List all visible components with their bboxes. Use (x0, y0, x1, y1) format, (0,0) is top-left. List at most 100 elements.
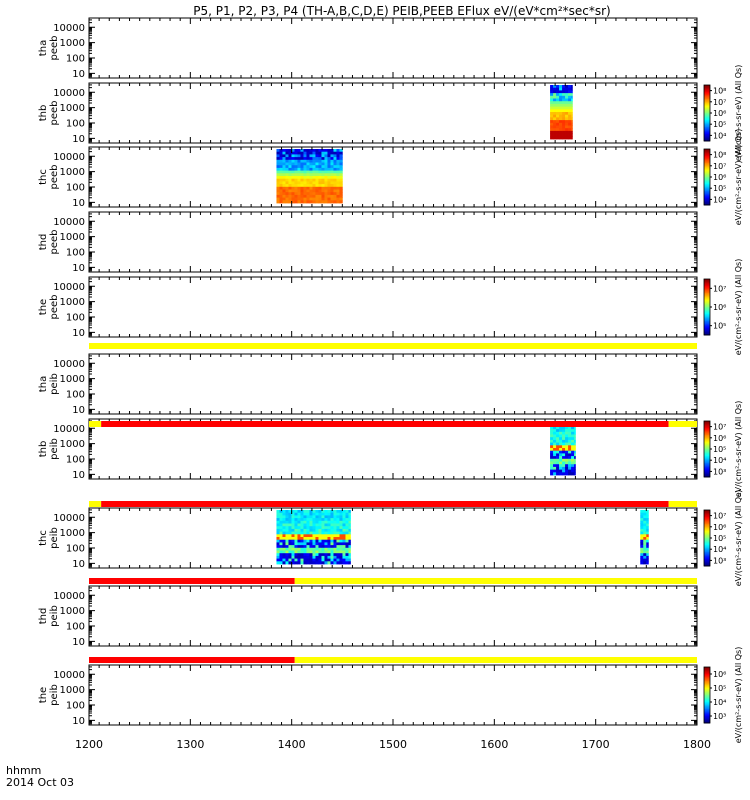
panel-4: 10 100 1000 10000 thdpeeb (38, 211, 698, 274)
status-segment (89, 421, 102, 427)
y-tick-label: 10000 (53, 670, 85, 681)
colorbar-tick-label: 10⁶ (713, 173, 726, 182)
panel-label-9: thdpeib (38, 605, 60, 627)
panel-frame-9 (88, 585, 698, 647)
y-tick-label: 10000 (53, 88, 85, 99)
colorbar-tick-label: 10⁷ (713, 423, 726, 432)
colorbar-tick-label: 10⁴ (713, 131, 726, 140)
y-tick-label: 100 (66, 54, 85, 65)
status-segment (294, 657, 697, 663)
y-tick-label: 10 (72, 470, 85, 481)
status-bar-2 (89, 421, 697, 427)
y-tick-label: 10000 (53, 152, 85, 163)
status-segment (668, 501, 697, 507)
panel-frame-10 (88, 664, 698, 726)
y-tick-label: 100 (66, 622, 85, 633)
colorbar-7: 10³ 10⁴ 10⁵ 10⁶ 10⁷ eV/(cm²-s-sr-eV) (All Qs) (703, 401, 743, 497)
colorbar-tick-label: 10⁶ (713, 670, 726, 679)
panel-label-4: thdpeeb (38, 230, 60, 255)
colorbar-tick-label: 10⁴ (713, 195, 726, 204)
colorbar-2: 10⁴ 10⁵ 10⁶ 10⁷ 10⁸ eV/(cm²-s-sr-eV) (All Qs) (703, 65, 743, 162)
y-tick-label: 10000 (53, 282, 85, 293)
panel-7: 10 100 1000 10000 thbpeib 10³ 10⁴ 10⁵ 10⁶ 10⁷ eV/(… (38, 401, 743, 498)
colorbar-tick-label: 10³ (713, 467, 726, 476)
x-label-hhmm: hhmm (6, 764, 41, 777)
panel-frame-4 (88, 211, 698, 273)
y-tick-label: 10000 (53, 217, 85, 228)
colorbar-tick-label: 10⁷ (713, 284, 726, 293)
spectrogram-block-7-1 (550, 421, 576, 476)
panel-stack: 10 100 1000 10000 thapeeb 10 100 1000 10000 thbpe… (38, 17, 743, 744)
colorbar-unit-label: eV/(cm²-s-sr-eV) (All Qs) (734, 490, 743, 587)
panel-1: 10 100 1000 10000 thapeeb (38, 17, 698, 80)
y-tick-label: 1000 (60, 38, 85, 49)
y-tick-label: 10000 (53, 359, 85, 370)
panel-label-6: thapeib (38, 373, 60, 395)
spectrogram-block-8-1 (276, 510, 351, 565)
y-tick-label: 10 (72, 405, 85, 416)
status-segment (89, 501, 102, 507)
y-tick-label: 10000 (53, 23, 85, 34)
y-tick-label: 10000 (53, 424, 85, 435)
y-tick-label: 100 (66, 544, 85, 555)
colorbar-tick-label: 10⁵ (713, 322, 726, 331)
colorbar-tick-label: 10⁶ (713, 434, 726, 443)
panel-label-1: thapeeb (38, 36, 60, 61)
colorbar-tick-label: 10⁵ (713, 445, 726, 454)
panel-label-5: thepeeb (38, 295, 60, 320)
y-tick-label: 1000 (60, 606, 85, 617)
panel-5: 10 100 1000 10000 thepeeb 10⁵ 10⁶ 10⁷ eV/(cm²-s-… (38, 259, 743, 356)
y-tick-label: 1000 (60, 528, 85, 539)
spectrogram-block-8-2 (640, 510, 649, 565)
colorbar-tick-label: 10⁵ (713, 684, 726, 693)
panel-8: 10 100 1000 10000 thcpeib 10³ 10⁴ 10⁵ 10⁶ 10⁷ eV/(… (38, 490, 743, 587)
x-label-date: 2014 Oct 03 (6, 776, 74, 789)
x-tick-label: 1400 (278, 738, 306, 751)
colorbar-tick-label: 10⁸ (713, 87, 726, 96)
y-tick-label: 1000 (60, 232, 85, 243)
status-bars (89, 343, 697, 663)
panel-9: 10 100 1000 10000 thdpeib (38, 585, 698, 648)
x-tick-label: 1300 (176, 738, 204, 751)
status-segment (294, 578, 697, 584)
y-tick-label: 100 (66, 701, 85, 712)
y-tick-label: 1000 (60, 374, 85, 385)
colorbar-unit-label: eV/(cm²-s-sr-eV) (All Qs) (734, 647, 743, 744)
status-bar-5 (89, 657, 697, 663)
y-tick-label: 10000 (53, 513, 85, 524)
colorbar-tick-label: 10⁸ (713, 151, 726, 160)
status-bar-3 (89, 501, 697, 507)
panel-frame-5 (88, 276, 698, 338)
status-segment (668, 421, 697, 427)
spectrogram-block-3-1 (276, 149, 343, 204)
colorbar-tick-label: 10⁴ (713, 456, 726, 465)
colorbar-5: 10⁵ 10⁶ 10⁷ eV/(cm²-s-sr-eV) (All Qs) (703, 259, 743, 355)
x-axis: 1200 1300 1400 1500 1600 1700 1800 (75, 738, 711, 751)
y-tick-label: 10 (72, 637, 85, 648)
y-tick-label: 10 (72, 263, 85, 274)
x-tick-label: 1800 (683, 738, 711, 751)
colorbar-tick-label: 10⁵ (713, 534, 726, 543)
colorbar-8: 10³ 10⁴ 10⁵ 10⁶ 10⁷ eV/(cm²-s-sr-eV) (All Qs) (703, 490, 743, 587)
colorbar-unit-label: eV/(cm²-s-sr-eV) (All Qs) (734, 65, 743, 162)
colorbar-tick-label: 10⁵ (713, 120, 726, 129)
x-tick-label: 1600 (480, 738, 508, 751)
y-tick-label: 100 (66, 119, 85, 130)
x-tick-label: 1500 (379, 738, 407, 751)
colorbar-10: 10³ 10⁴ 10⁵ 10⁶ eV/(cm²-s-sr-eV) (All Qs) (703, 647, 743, 744)
y-tick-label: 10 (72, 198, 85, 209)
colorbar-tick-label: 10⁶ (713, 523, 726, 532)
panel-frame-1 (88, 17, 698, 79)
y-tick-label: 100 (66, 183, 85, 194)
status-segment (89, 343, 697, 349)
y-tick-label: 10 (72, 559, 85, 570)
x-tick-label: 1700 (582, 738, 610, 751)
spectrogram-block-2-1 (550, 85, 573, 140)
colorbar-tick-label: 10⁵ (713, 184, 726, 193)
panel-label-3: thcpeeb (38, 165, 60, 190)
panel-frame-3 (88, 146, 698, 208)
y-tick-label: 100 (66, 313, 85, 324)
colorbar-tick-label: 10⁶ (713, 303, 726, 312)
colorbar-tick-label: 10⁴ (713, 698, 726, 707)
